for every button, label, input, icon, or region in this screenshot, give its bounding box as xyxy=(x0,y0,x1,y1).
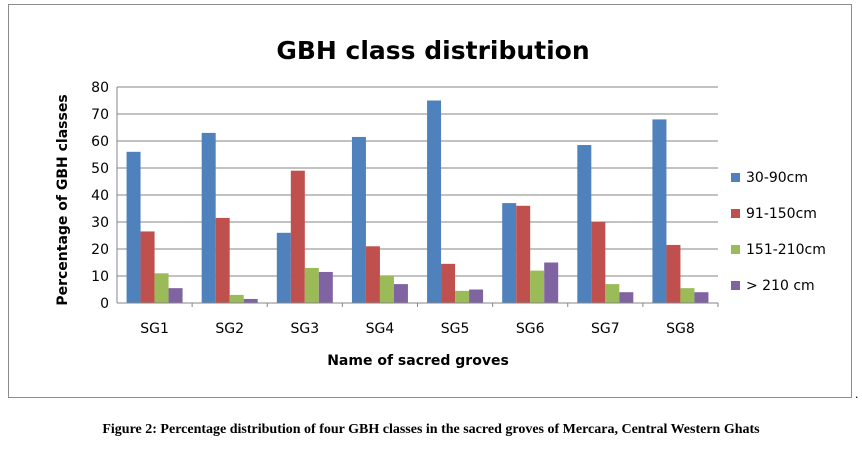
y-tick-label: 60 xyxy=(91,134,109,150)
legend-swatch xyxy=(731,209,740,218)
bar-sg8-series-4 xyxy=(694,292,709,303)
bar-sg7-series-1 xyxy=(577,145,592,303)
y-tick-label: 50 xyxy=(91,161,109,177)
bar-sg1-series-1 xyxy=(126,151,141,303)
bar-sg7-series-2 xyxy=(591,222,606,303)
legend-swatch xyxy=(731,173,740,182)
bar-sg5-series-3 xyxy=(455,290,470,303)
bar-sg1-series-2 xyxy=(140,231,155,303)
x-tick-label: SG2 xyxy=(215,321,244,337)
y-tick-label: 80 xyxy=(91,80,109,96)
bar-sg3-series-2 xyxy=(290,170,305,303)
bar-sg6-series-3 xyxy=(530,270,545,303)
bar-sg4-series-4 xyxy=(393,284,408,303)
x-tick-label: SG3 xyxy=(290,321,319,337)
x-tick-label: SG6 xyxy=(516,321,545,337)
trailing-period: . xyxy=(855,386,859,401)
y-axis-label: Percentage of GBH classes xyxy=(55,94,71,305)
bar-sg8-series-1 xyxy=(652,119,667,304)
x-tick-label: SG5 xyxy=(441,321,470,337)
bar-sg4-series-2 xyxy=(365,246,380,303)
legend: 30-90cm 91-150cm 151-210cm > 210 cm xyxy=(731,170,826,294)
bar-sg7-series-4 xyxy=(619,292,634,303)
legend-label: 91-150cm xyxy=(746,206,817,222)
y-tick-label: 70 xyxy=(91,107,109,123)
gridlines xyxy=(117,86,718,277)
figure-caption: Figure 2: Percentage distribution of fou… xyxy=(102,422,760,437)
bar-sg6-series-2 xyxy=(516,205,531,303)
chart-title: GBH class distribution xyxy=(276,36,589,65)
legend-swatch xyxy=(731,281,740,290)
bar-sg3-series-3 xyxy=(304,267,319,303)
bar-sg1-series-4 xyxy=(168,288,183,303)
bar-sg2-series-2 xyxy=(215,217,230,303)
chart-frame xyxy=(8,4,852,398)
legend-label: > 210 cm xyxy=(746,278,815,294)
x-tick-label: SG4 xyxy=(366,321,395,337)
bar-sg2-series-1 xyxy=(201,132,216,303)
legend-label: 30-90cm xyxy=(746,170,808,186)
x-tick-label: SG8 xyxy=(666,321,695,337)
bar-sg8-series-2 xyxy=(666,244,681,303)
bar-sg1-series-3 xyxy=(154,273,169,303)
bar-sg2-series-4 xyxy=(243,298,258,303)
legend-label: 151-210cm xyxy=(746,242,826,258)
bar-sg8-series-3 xyxy=(680,288,695,303)
bar-sg5-series-1 xyxy=(427,100,442,303)
x-tick-label: SG7 xyxy=(591,321,620,337)
bar-sg6-series-1 xyxy=(502,203,517,303)
bar-sg7-series-3 xyxy=(605,284,620,303)
x-axis-label: Name of sacred groves xyxy=(327,353,509,369)
bar-sg6-series-4 xyxy=(544,262,559,303)
bar-sg3-series-4 xyxy=(318,271,333,303)
y-tick-label: 0 xyxy=(100,296,109,312)
x-tick-label: SG1 xyxy=(140,321,169,337)
bar-sg3-series-1 xyxy=(276,232,291,303)
y-tick-label: 10 xyxy=(91,269,109,285)
y-tick-label: 40 xyxy=(91,188,109,204)
bar-sg5-series-4 xyxy=(469,289,484,303)
bar-sg2-series-3 xyxy=(229,294,244,303)
legend-swatch xyxy=(731,245,740,254)
bar-sg5-series-2 xyxy=(441,263,456,303)
y-tick-label: 30 xyxy=(91,215,109,231)
bar-sg4-series-1 xyxy=(351,136,366,303)
axes: 0 10 20 30 40 50 60 70 80 SG1 SG2 SG3 SG4 SG5 SG6 SG7 SG… xyxy=(91,80,719,337)
y-tick-label: 20 xyxy=(91,242,109,258)
bar-sg4-series-3 xyxy=(379,276,394,303)
bars xyxy=(126,100,709,304)
